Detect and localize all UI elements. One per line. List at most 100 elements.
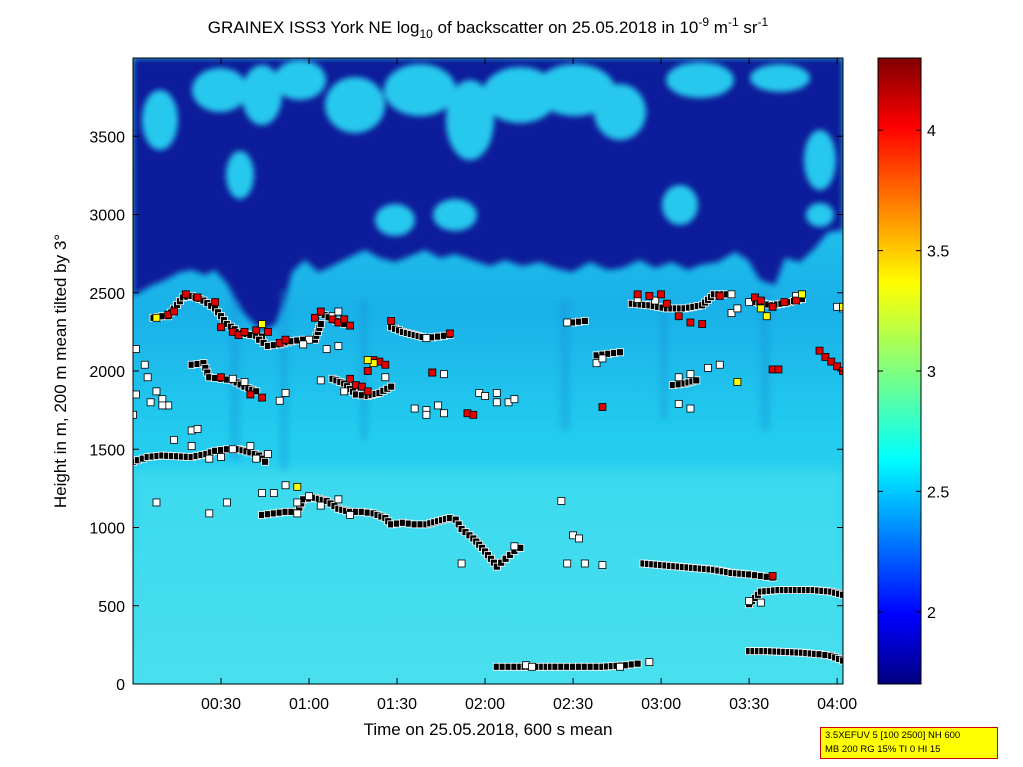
layer-marker-18-30 — [657, 290, 665, 299]
x-tick-label-6: 03:30 — [729, 696, 769, 713]
layer-marker-17-4 — [143, 373, 152, 382]
layer-marker-17-51 — [563, 559, 572, 568]
layer-marker-18-12 — [281, 335, 290, 344]
layer-marker-18-32 — [674, 312, 683, 321]
layer-marker-16-1 — [580, 317, 589, 325]
layer-marker-17-32 — [492, 398, 501, 407]
colorbar-tick-label-3: 3.5 — [927, 244, 949, 261]
layer-marker-17-34 — [510, 395, 519, 404]
layer-marker-17-2 — [133, 345, 140, 353]
layer-marker-18-13 — [311, 313, 319, 322]
colorbar-tick-label-0: 2 — [927, 605, 936, 622]
layer-marker-18-48 — [768, 572, 777, 580]
layer-marker-17-30 — [440, 370, 448, 379]
layer-marker-17-13 — [228, 445, 237, 454]
layer-marker-17-21 — [305, 492, 313, 501]
layer-marker-18-43 — [815, 346, 824, 355]
colorbar-ticks: 2 2.5 3 3.5 4 — [878, 123, 949, 622]
layer-marker-18-40 — [792, 296, 800, 305]
layer-marker-14-2 — [692, 376, 701, 385]
layer-marker-17-75 — [510, 542, 519, 551]
layer-marker-19-1 — [258, 320, 266, 328]
layer-marker-17-22 — [316, 501, 325, 510]
x-tick-label-4: 02:30 — [553, 696, 593, 713]
layer-marker-18-28 — [633, 290, 642, 299]
layer-marker-17-82 — [381, 373, 390, 382]
layer-marker-17-85 — [281, 389, 290, 397]
layer-marker-17-77 — [674, 399, 683, 408]
title-sup-2: -1 — [728, 15, 739, 29]
layer-marker-17-47 — [745, 298, 754, 307]
layer-marker-18-8 — [240, 327, 249, 336]
layer-marker-18-31 — [663, 299, 671, 308]
layer-marker-17-55 — [645, 658, 654, 666]
layer-marker-18-34 — [698, 320, 707, 328]
layer-marker-18-19 — [363, 367, 372, 375]
layer-marker-17-14 — [246, 442, 255, 451]
chart-title: GRAINEX ISS3 York NE log10 of backscatte… — [208, 15, 769, 41]
layer-marker-18-22 — [381, 360, 390, 369]
layer-marker-17-38 — [592, 359, 601, 368]
y-axis-label: Height in m, 200 m mean tilted by 3° — [51, 234, 70, 508]
layer-marker-19-8 — [293, 482, 302, 491]
layer-marker-18-4 — [211, 298, 220, 307]
x-tick-label-3: 02:00 — [465, 696, 505, 713]
layer-marker-17-62 — [322, 345, 331, 353]
layer-marker-17-53 — [598, 561, 607, 569]
layer-marker-18-29 — [645, 291, 654, 300]
layer-marker-18-42 — [774, 365, 783, 374]
layer-marker-17-3 — [140, 360, 149, 369]
layer-marker-17-74 — [492, 389, 501, 397]
title-middle: of backscatter on 25.05.2018 in 10 — [433, 18, 699, 37]
layer-marker-17-46 — [727, 290, 736, 299]
layer-marker-17-69 — [299, 340, 308, 349]
layer-marker-4-6 — [839, 656, 843, 665]
layer-marker-18-35 — [715, 291, 724, 300]
title-unit-2: sr — [739, 18, 758, 37]
layer-marker-18-52 — [246, 390, 255, 399]
layer-marker-18-45 — [827, 357, 836, 366]
layer-marker-17-58 — [745, 597, 754, 605]
layer-marker-18-27 — [469, 410, 478, 419]
layer-marker-17-52 — [580, 559, 589, 568]
layer-marker-17-19 — [281, 481, 290, 490]
layer-marker-17-43 — [686, 370, 695, 379]
layer-marker-17-16 — [264, 450, 272, 458]
layer-marker-17-9 — [170, 435, 178, 444]
layer-marker-15-2 — [616, 348, 624, 357]
layer-marker-19-9 — [363, 356, 372, 364]
layer-marker-18-39 — [780, 298, 789, 307]
layer-marker-18-1 — [170, 307, 178, 316]
layer-marker-17-0 — [133, 410, 137, 419]
layer-marker-17-61 — [334, 307, 343, 316]
layer-marker-17-1 — [133, 390, 140, 399]
layer-marker-17-84 — [240, 378, 249, 386]
layer-marker-17-89 — [222, 498, 231, 507]
layer-marker-17-88 — [193, 425, 202, 433]
info-line-1: 3.5XEFUV 5 [100 2500] NH 600 — [825, 730, 961, 741]
heatmap-dark-region — [133, 58, 843, 330]
x-axis: 00:30 01:00 01:30 02:00 02:30 03:00 03:30 04:00 — [201, 58, 857, 713]
heatmap-upper-patches — [142, 60, 836, 236]
layer-marker-19-6 — [798, 290, 806, 299]
layer-marker-1-24 — [501, 554, 510, 563]
layer-marker-18-51 — [217, 373, 225, 382]
title-sup-1: -9 — [698, 15, 709, 29]
layer-marker-18-37 — [756, 296, 765, 305]
layer-marker-17-81 — [422, 334, 431, 343]
layer-marker-19-7 — [839, 302, 843, 311]
layer-marker-18-23 — [387, 317, 396, 325]
layer-marker-17-11 — [205, 454, 214, 463]
layer-marker-18-5 — [217, 323, 225, 332]
colorbar-tick-label-1: 2.5 — [927, 484, 949, 501]
layer-marker-17-54 — [616, 662, 624, 671]
layer-marker-17-20 — [293, 498, 302, 507]
layer-marker-18-44 — [821, 353, 830, 361]
layer-marker-18-46 — [833, 362, 842, 371]
x-tick-label-2: 01:30 — [377, 696, 417, 713]
layer-marker-17-27 — [434, 401, 443, 410]
layer-marker-17-68 — [305, 335, 313, 344]
layer-marker-17-72 — [457, 559, 466, 568]
layer-marker-18-17 — [340, 315, 349, 324]
layer-marker-17-79 — [727, 309, 736, 317]
